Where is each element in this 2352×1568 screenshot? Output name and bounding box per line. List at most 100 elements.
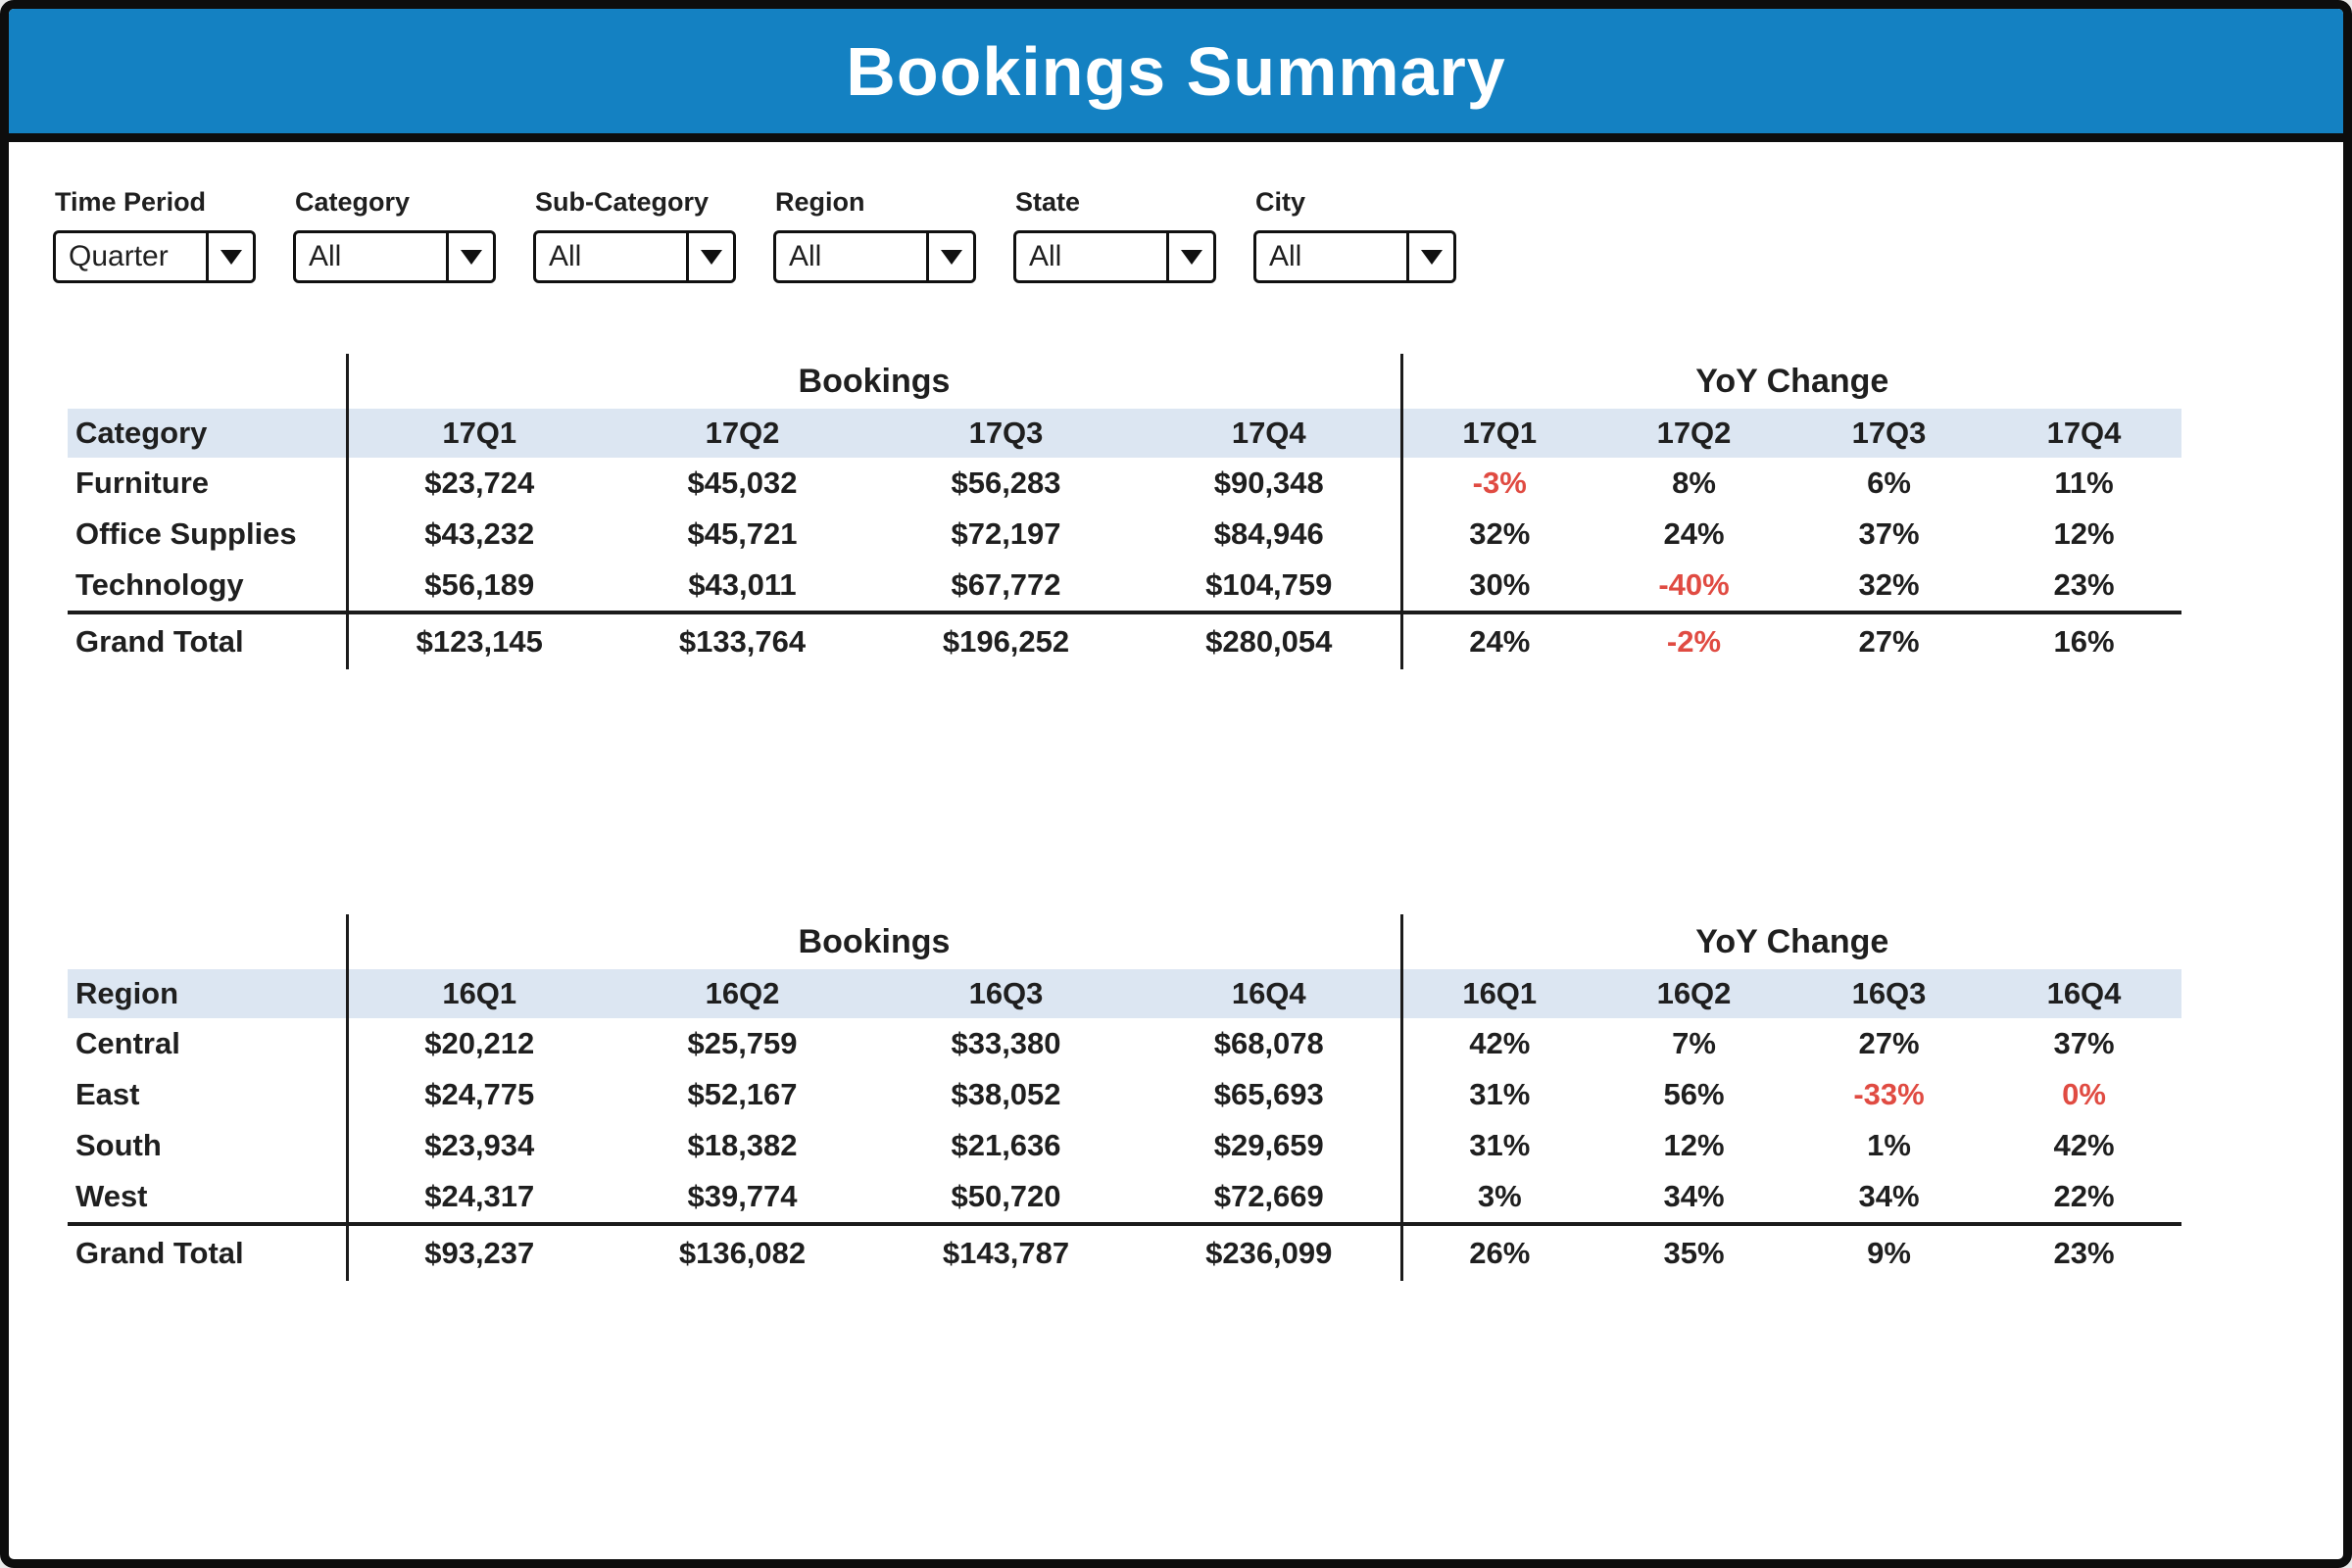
- dropdown-arrow-icon: [1180, 249, 1202, 265]
- yoy-quarter-header: 16Q3: [1791, 969, 1986, 1018]
- booking-cell: $29,659: [1138, 1120, 1403, 1171]
- sub-category-dropdown-button[interactable]: [686, 233, 733, 280]
- time-period-dropdown-value: Quarter: [69, 240, 169, 272]
- dropdown-arrow-icon: [940, 249, 962, 265]
- yoy-cell: 35%: [1596, 1222, 1791, 1281]
- yoy-cell: -3%: [1472, 466, 1527, 500]
- filter-bar: Time Period Quarter Category All Sub-Categor…: [53, 187, 2343, 283]
- filter-state: State All: [1013, 187, 1216, 283]
- bookings-quarter-header: 17Q4: [1138, 409, 1403, 458]
- yoy-cell: 24%: [1401, 611, 1596, 669]
- sub-category-dropdown-value: All: [549, 240, 582, 272]
- row-label: West: [68, 1171, 349, 1224]
- yoy-group-header: YoY Change: [1401, 914, 2181, 969]
- city-dropdown-button[interactable]: [1406, 233, 1453, 280]
- table-row: Technology $56,189 $43,011 $67,772 $104,759 3…: [68, 560, 2181, 612]
- filter-label-category: Category: [295, 187, 411, 217]
- category-report-section: Bookings YoY Change Category 17Q1 17Q2 17Q3 17…: [68, 354, 2343, 669]
- booking-cell: $104,759: [1138, 560, 1403, 612]
- booking-cell: $39,774: [687, 1179, 798, 1213]
- column-header-row: Category 17Q1 17Q2 17Q3 17Q4 17Q1 17Q2 17Q3 17Q4: [68, 409, 2181, 458]
- sub-category-dropdown[interactable]: All: [533, 230, 736, 283]
- group-header-row: Bookings YoY Change: [68, 354, 2181, 409]
- table-row: Furniture $23,724 $45,032 $56,283 $90,348 -3%…: [68, 458, 2181, 509]
- row-label: Grand Total: [68, 1222, 349, 1281]
- booking-cell: $20,212: [424, 1026, 535, 1060]
- category-dropdown[interactable]: All: [293, 230, 496, 283]
- yoy-cell: 30%: [1469, 567, 1531, 602]
- booking-cell: $236,099: [1138, 1222, 1403, 1281]
- row-label: Office Supplies: [68, 509, 349, 560]
- yoy-quarter-header: 17Q2: [1596, 409, 1791, 458]
- state-dropdown[interactable]: All: [1013, 230, 1216, 283]
- yoy-cell: 23%: [2053, 567, 2115, 602]
- yoy-cell: 26%: [1401, 1222, 1596, 1281]
- category-dropdown-button[interactable]: [446, 233, 493, 280]
- table-row: Office Supplies $43,232 $45,721 $72,197 $84,…: [68, 509, 2181, 560]
- yoy-cell: 11%: [2054, 466, 2114, 500]
- yoy-cell: 8%: [1672, 466, 1716, 500]
- bookings-quarter-header: 16Q1: [347, 969, 611, 1018]
- yoy-cell: 22%: [2053, 1179, 2115, 1213]
- booking-cell: $50,720: [951, 1179, 1061, 1213]
- yoy-quarter-header: 17Q4: [1986, 409, 2181, 458]
- yoy-cell: 16%: [1986, 611, 2181, 669]
- yoy-cell: 12%: [1663, 1128, 1725, 1162]
- bookings-quarter-header: 16Q4: [1138, 969, 1403, 1018]
- time-period-dropdown-button[interactable]: [206, 233, 253, 280]
- bookings-quarter-header: 16Q3: [874, 969, 1138, 1018]
- bookings-group-header: Bookings: [347, 914, 1403, 969]
- column-header-row: Region 16Q1 16Q2 16Q3 16Q4 16Q1 16Q2 16Q3 16Q4: [68, 969, 2181, 1018]
- booking-cell: $43,232: [424, 516, 535, 551]
- filter-label-time-period: Time Period: [55, 187, 207, 217]
- booking-cell: $24,775: [424, 1077, 535, 1111]
- yoy-cell: 0%: [2062, 1077, 2106, 1111]
- booking-cell: $56,283: [951, 466, 1061, 500]
- filter-label-sub-category: Sub-Category: [535, 187, 710, 217]
- yoy-cell: 3%: [1477, 1179, 1522, 1213]
- booking-cell: $33,380: [951, 1026, 1061, 1060]
- yoy-quarter-header: 16Q4: [1986, 969, 2181, 1018]
- yoy-quarter-header: 16Q2: [1596, 969, 1791, 1018]
- time-period-dropdown[interactable]: Quarter: [53, 230, 256, 283]
- region-dimension-header: Region: [68, 969, 349, 1018]
- yoy-cell: 34%: [1858, 1179, 1920, 1213]
- group-header-row: Bookings YoY Change: [68, 914, 2181, 969]
- state-dropdown-button[interactable]: [1166, 233, 1213, 280]
- booking-cell: $18,382: [687, 1128, 798, 1162]
- row-label: Furniture: [68, 458, 349, 509]
- table-row: West $24,317 $39,774 $50,720 $72,669 3% 34% 34%…: [68, 1171, 2181, 1224]
- grand-total-row: Grand Total $123,145 $133,764 $196,252 $280,…: [68, 611, 2181, 669]
- state-dropdown-value: All: [1029, 240, 1062, 272]
- yoy-cell: 37%: [1858, 516, 1920, 551]
- yoy-cell: 31%: [1469, 1128, 1531, 1162]
- booking-cell: $68,078: [1138, 1018, 1403, 1069]
- yoy-cell: 32%: [1469, 516, 1531, 551]
- yoy-cell: 56%: [1663, 1077, 1725, 1111]
- yoy-cell: 1%: [1867, 1128, 1911, 1162]
- dropdown-arrow-icon: [700, 249, 722, 265]
- bookings-quarter-header: 17Q1: [347, 409, 611, 458]
- filter-region: Region All: [773, 187, 976, 283]
- region-report-section: Bookings YoY Change Region 16Q1 16Q2 16Q3 16Q4…: [68, 914, 2343, 1281]
- booking-cell: $280,054: [1138, 611, 1403, 669]
- dropdown-arrow-icon: [460, 249, 482, 265]
- region-table: Bookings YoY Change Region 16Q1 16Q2 16Q3 16Q4…: [68, 914, 2181, 1281]
- booking-cell: $136,082: [611, 1222, 874, 1281]
- table-row: East $24,775 $52,167 $38,052 $65,693 31% 56% -3…: [68, 1069, 2181, 1120]
- city-dropdown[interactable]: All: [1253, 230, 1456, 283]
- region-dropdown[interactable]: All: [773, 230, 976, 283]
- yoy-cell: 31%: [1469, 1077, 1531, 1111]
- region-dropdown-button[interactable]: [926, 233, 973, 280]
- title-bar: Bookings Summary: [9, 9, 2343, 142]
- row-label: Central: [68, 1018, 349, 1069]
- booking-cell: $21,636: [951, 1128, 1061, 1162]
- city-dropdown-value: All: [1269, 240, 1302, 272]
- yoy-cell: 27%: [1858, 1026, 1920, 1060]
- booking-cell: $72,669: [1138, 1171, 1403, 1224]
- yoy-cell: 12%: [2053, 516, 2115, 551]
- booking-cell: $123,145: [347, 611, 611, 669]
- category-dimension-header: Category: [68, 409, 349, 458]
- yoy-cell: 27%: [1791, 611, 1986, 669]
